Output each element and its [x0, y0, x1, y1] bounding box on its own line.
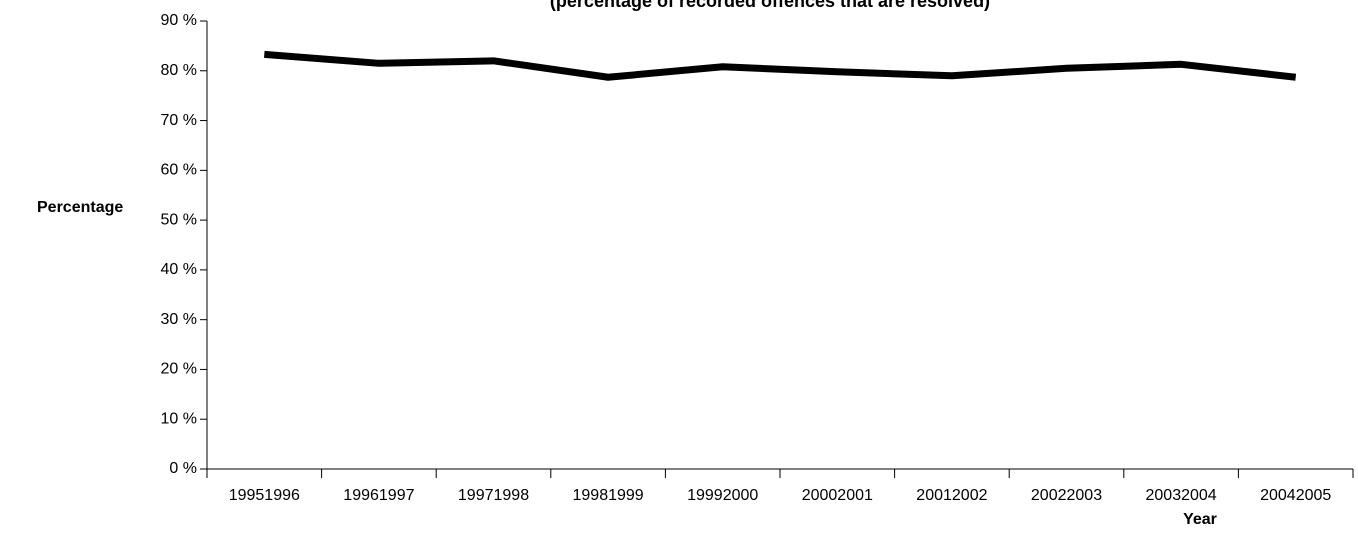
x-tick-label: 20042005: [1260, 487, 1331, 504]
x-tick-label: 20002001: [802, 487, 873, 504]
x-tick-label: 19971998: [458, 487, 529, 504]
y-tick-label: 50 %: [161, 211, 197, 228]
y-tick-label: 40 %: [161, 261, 197, 278]
x-tick-label: 19981999: [573, 487, 644, 504]
x-tick-label: 19992000: [687, 487, 758, 504]
chart-title: (percentage of recorded offences that ar…: [550, 0, 990, 11]
y-axis-label: Percentage: [37, 199, 123, 216]
y-tick-label: 90 %: [161, 12, 197, 29]
line-series: [264, 50, 1297, 81]
y-tick-label: 10 %: [161, 410, 197, 427]
x-axis-label: Year: [1183, 511, 1217, 528]
y-tick-label: 30 %: [161, 311, 197, 328]
x-tick-label: 20032004: [1146, 487, 1217, 504]
y-tick-label: 60 %: [161, 162, 197, 179]
y-tick-label: 20 %: [161, 361, 197, 378]
x-tick-label: 19951996: [229, 487, 300, 504]
x-tick-label: 20022003: [1031, 487, 1102, 504]
x-tick-label: 20012002: [916, 487, 987, 504]
x-tick-label: 19961997: [343, 487, 414, 504]
y-tick-label: 0 %: [169, 460, 197, 477]
y-tick-label: 70 %: [161, 112, 197, 129]
y-tick-label: 80 %: [161, 62, 197, 79]
